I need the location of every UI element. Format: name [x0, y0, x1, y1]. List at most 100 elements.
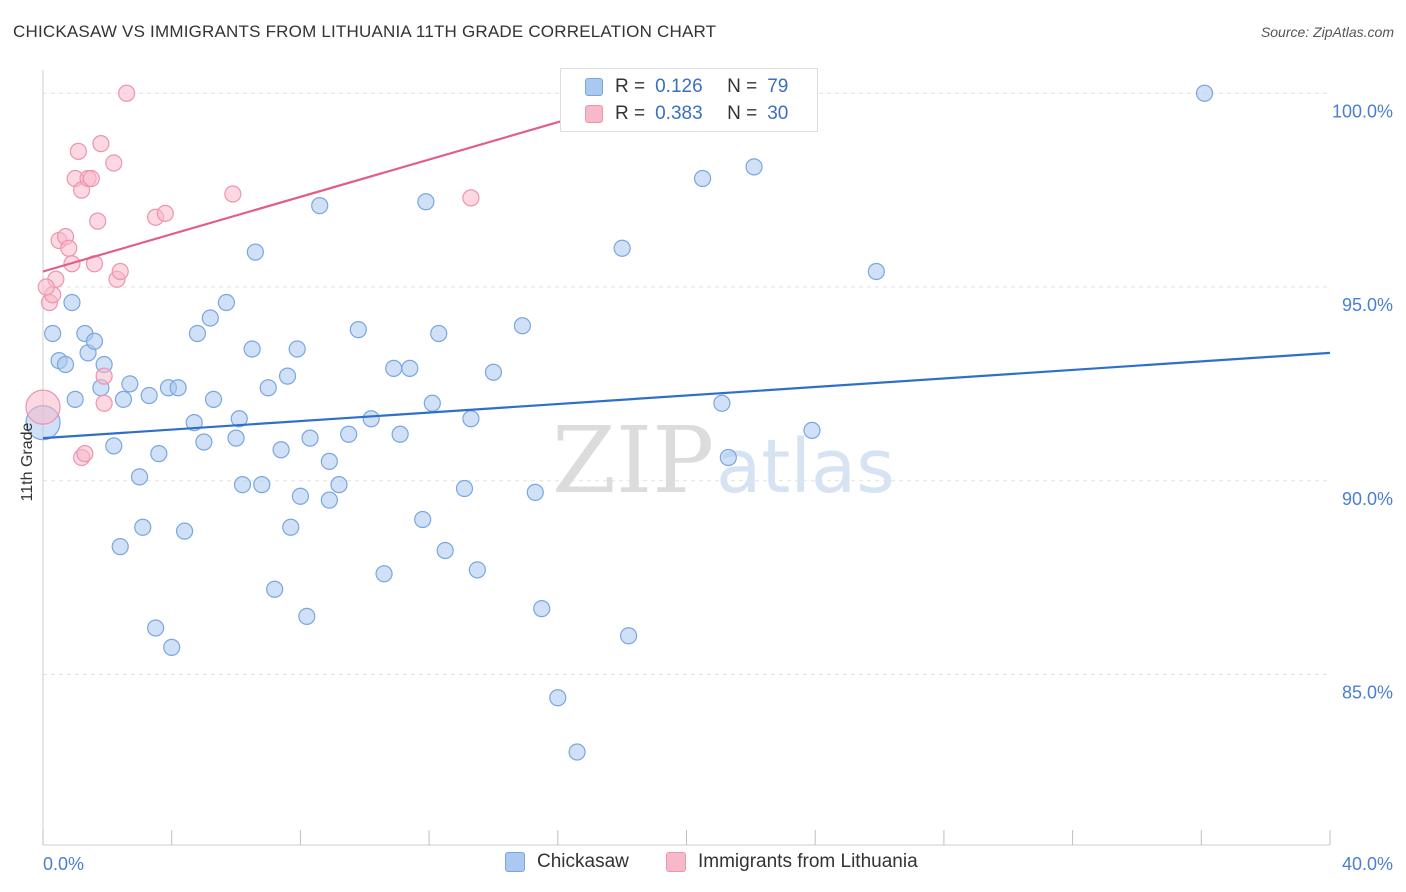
chickasaw-point — [195, 433, 213, 451]
chickasaw-point — [175, 522, 194, 540]
chickasaw-point — [568, 743, 586, 761]
chickasaw-point — [272, 441, 290, 459]
chickasaw-point — [526, 483, 544, 501]
chickasaw-point — [185, 414, 203, 432]
lithuania-point — [60, 239, 78, 257]
chickasaw-point — [56, 355, 75, 374]
chickasaw-point — [320, 491, 338, 509]
chickasaw-point — [140, 386, 158, 405]
lithuania-point — [89, 212, 107, 230]
watermark: ZIP atlas — [552, 407, 895, 514]
chickasaw-point — [85, 332, 104, 350]
legend-n-value: 30 — [767, 103, 789, 124]
chickasaw-point — [349, 321, 367, 339]
x-ticks — [42, 830, 1331, 845]
chickasaw-point — [867, 262, 885, 281]
lithuania-trend-line — [42, 92, 658, 273]
chickasaw-point — [246, 243, 264, 261]
bottom-legend-chickasaw: Chickasaw — [505, 851, 629, 873]
chickasaw-point — [549, 689, 567, 707]
lithuania-point — [25, 389, 61, 425]
chickasaw-point — [121, 375, 139, 393]
chickasaw-point — [1195, 84, 1214, 102]
chickasaw-point — [227, 429, 245, 447]
lithuania-point — [37, 278, 55, 296]
legend-n-value: 79 — [767, 76, 789, 97]
y-tick-labels: 85.0% 90.0% 95.0% 100.0% — [1332, 101, 1393, 702]
chickasaw-point — [330, 476, 348, 494]
chickasaw-point — [217, 293, 235, 312]
legend-r-value: 0.126 — [655, 76, 703, 97]
legend-r-label: R = — [615, 103, 646, 124]
chickasaw-point — [105, 437, 123, 455]
chickasaw-point — [423, 394, 441, 412]
watermark-zip: ZIP — [552, 407, 714, 514]
y-axis-title: 11th Grade — [19, 422, 36, 501]
chickasaw-point — [201, 309, 219, 327]
lithuania-point — [92, 135, 110, 153]
chickasaw-point — [291, 487, 309, 505]
chickasaw-point — [745, 158, 763, 176]
chickasaw-point — [266, 580, 284, 598]
x-tick-label-max: 40.0% — [1342, 854, 1393, 874]
chickasaw-point — [340, 425, 358, 443]
chickasaw-trend-line — [42, 351, 1331, 440]
chickasaw-point — [468, 561, 486, 579]
chickasaw-point — [484, 363, 503, 381]
chickasaw-point — [436, 541, 454, 560]
legend-row-chickasaw: R = 0.126 N = 79 — [585, 74, 788, 100]
legend-n-label: N = — [727, 103, 758, 124]
lithuania-point — [156, 204, 174, 222]
chickasaw-point — [288, 340, 306, 358]
lithuania-point — [95, 394, 113, 412]
trend-lines — [42, 92, 1331, 440]
legend-r-label: R = — [615, 76, 646, 97]
lithuania-point — [69, 142, 87, 160]
chickasaw-point — [114, 390, 133, 408]
chickasaw-point — [282, 518, 300, 536]
lithuania-point — [462, 189, 480, 207]
chickasaw-point — [414, 510, 432, 529]
y-tick-label: 95.0% — [1342, 295, 1393, 315]
y-tick-label: 100.0% — [1332, 101, 1393, 121]
lithuania-point — [118, 84, 136, 102]
chickasaw-point — [130, 468, 149, 486]
source-credit: Source: ZipAtlas.com — [1260, 24, 1394, 40]
x-tick-label-min: 0.0% — [43, 854, 84, 874]
chickasaw-point — [44, 324, 62, 343]
chickasaw-point — [462, 410, 480, 428]
chickasaw-point — [169, 379, 187, 397]
chickasaw-point — [613, 239, 631, 257]
lithuania-point — [224, 185, 242, 203]
chickasaw-point — [243, 340, 261, 358]
chickasaw-point — [188, 324, 207, 343]
chickasaw-point — [163, 638, 181, 656]
legend-swatch-blue — [585, 78, 603, 96]
bottom-legend-label: Immigrants from Lithuania — [698, 851, 918, 872]
bottom-legend-lithuania: Immigrants from Lithuania — [666, 851, 918, 873]
legend-r-value: 0.383 — [655, 103, 703, 124]
legend-row-lithuania: R = 0.383 N = 30 — [585, 101, 788, 127]
legend-n-label: N = — [727, 76, 758, 97]
chickasaw-point — [230, 410, 248, 428]
chickasaw-point — [375, 565, 393, 583]
legend-swatch-pink — [585, 105, 603, 123]
lithuania-point — [76, 445, 94, 463]
chickasaw-point — [66, 390, 84, 408]
chickasaw-point — [362, 410, 380, 428]
chickasaw-point — [278, 367, 297, 385]
chickasaw-point — [320, 452, 338, 470]
chickasaw-point — [301, 429, 319, 447]
chickasaw-point — [513, 317, 532, 335]
chickasaw-point — [63, 293, 81, 312]
chickasaw-point — [253, 476, 271, 494]
chickasaw-point — [401, 359, 419, 377]
chickasaw-point — [391, 425, 409, 443]
watermark-atlas: atlas — [716, 424, 895, 510]
chickasaw-point — [134, 518, 152, 536]
chickasaw-point — [150, 445, 168, 463]
bottom-legend-label: Chickasaw — [537, 851, 629, 872]
lithuania-point — [105, 154, 123, 172]
grid-lines — [43, 92, 1330, 675]
